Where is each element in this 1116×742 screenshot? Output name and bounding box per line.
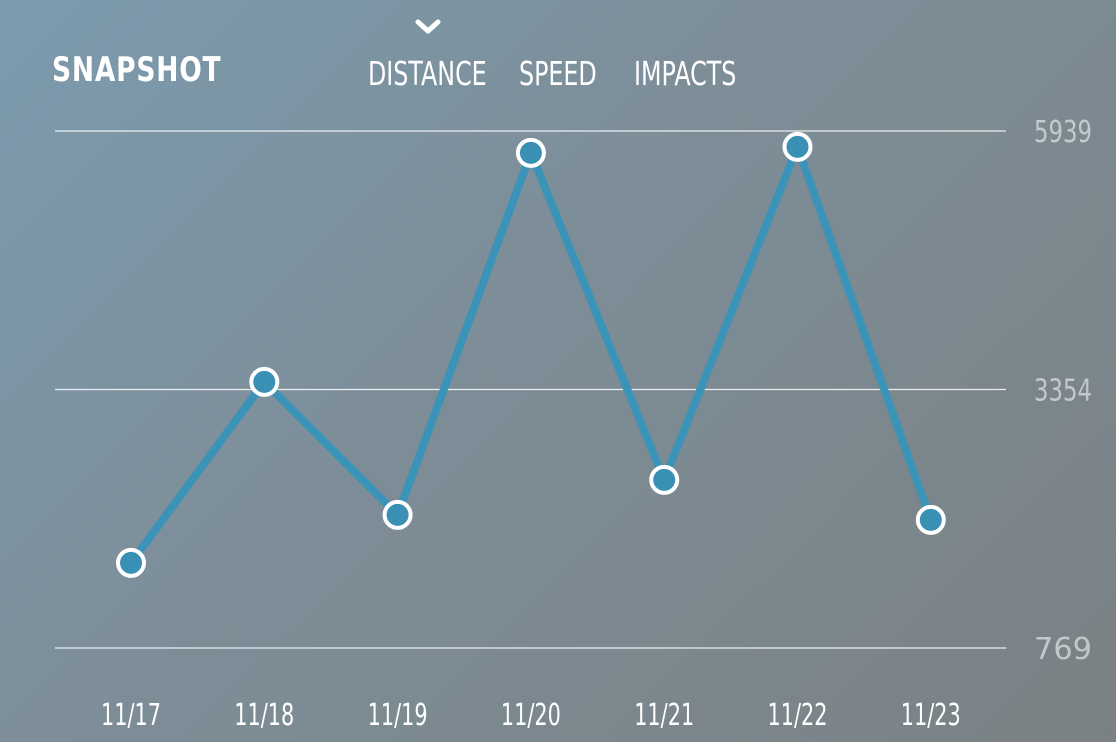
x-tick-label: 11/18 — [234, 698, 294, 733]
distance-series-line — [127, 142, 935, 566]
y-tick-label: 3354 — [1034, 374, 1092, 409]
chart-gridlines — [55, 130, 1006, 649]
x-tick-label: 11/19 — [368, 698, 428, 733]
x-tick-label: 11/23 — [901, 698, 961, 733]
y-tick-label: 5939 — [1034, 115, 1092, 150]
x-tick-label: 11/17 — [101, 698, 161, 733]
data-point-11-20[interactable] — [515, 137, 546, 168]
y-axis-labels: 5939 3354 769 — [1034, 115, 1092, 667]
data-points — [116, 131, 946, 578]
snapshot-title-text: SNAPSHOT — [52, 50, 222, 90]
data-point-11-18[interactable] — [249, 366, 280, 397]
x-tick-label: 11/20 — [501, 698, 561, 733]
data-point-11-22[interactable] — [782, 131, 813, 162]
chevron-down-icon — [415, 19, 441, 34]
tab-distance-label: DISTANCE — [368, 54, 487, 93]
tab-impacts[interactable]: IMPACTS — [634, 54, 776, 94]
tab-impacts-label: IMPACTS — [634, 54, 737, 93]
x-axis-labels: 11/17 11/18 11/19 11/20 11/21 11/22 11/23 — [101, 698, 961, 733]
snapshot-title: SNAPSHOT — [52, 50, 269, 90]
y-tick-label: 769 — [1034, 632, 1092, 667]
data-point-11-23[interactable] — [915, 504, 946, 535]
x-tick-label: 11/21 — [634, 698, 694, 733]
x-tick-label: 11/22 — [768, 698, 828, 733]
tab-speed[interactable]: SPEED — [519, 54, 627, 94]
data-point-11-21[interactable] — [649, 464, 680, 495]
data-point-11-17[interactable] — [116, 547, 146, 578]
tab-speed-label: SPEED — [519, 54, 597, 93]
data-point-11-19[interactable] — [382, 499, 413, 530]
tab-distance[interactable]: DISTANCE — [368, 54, 533, 94]
